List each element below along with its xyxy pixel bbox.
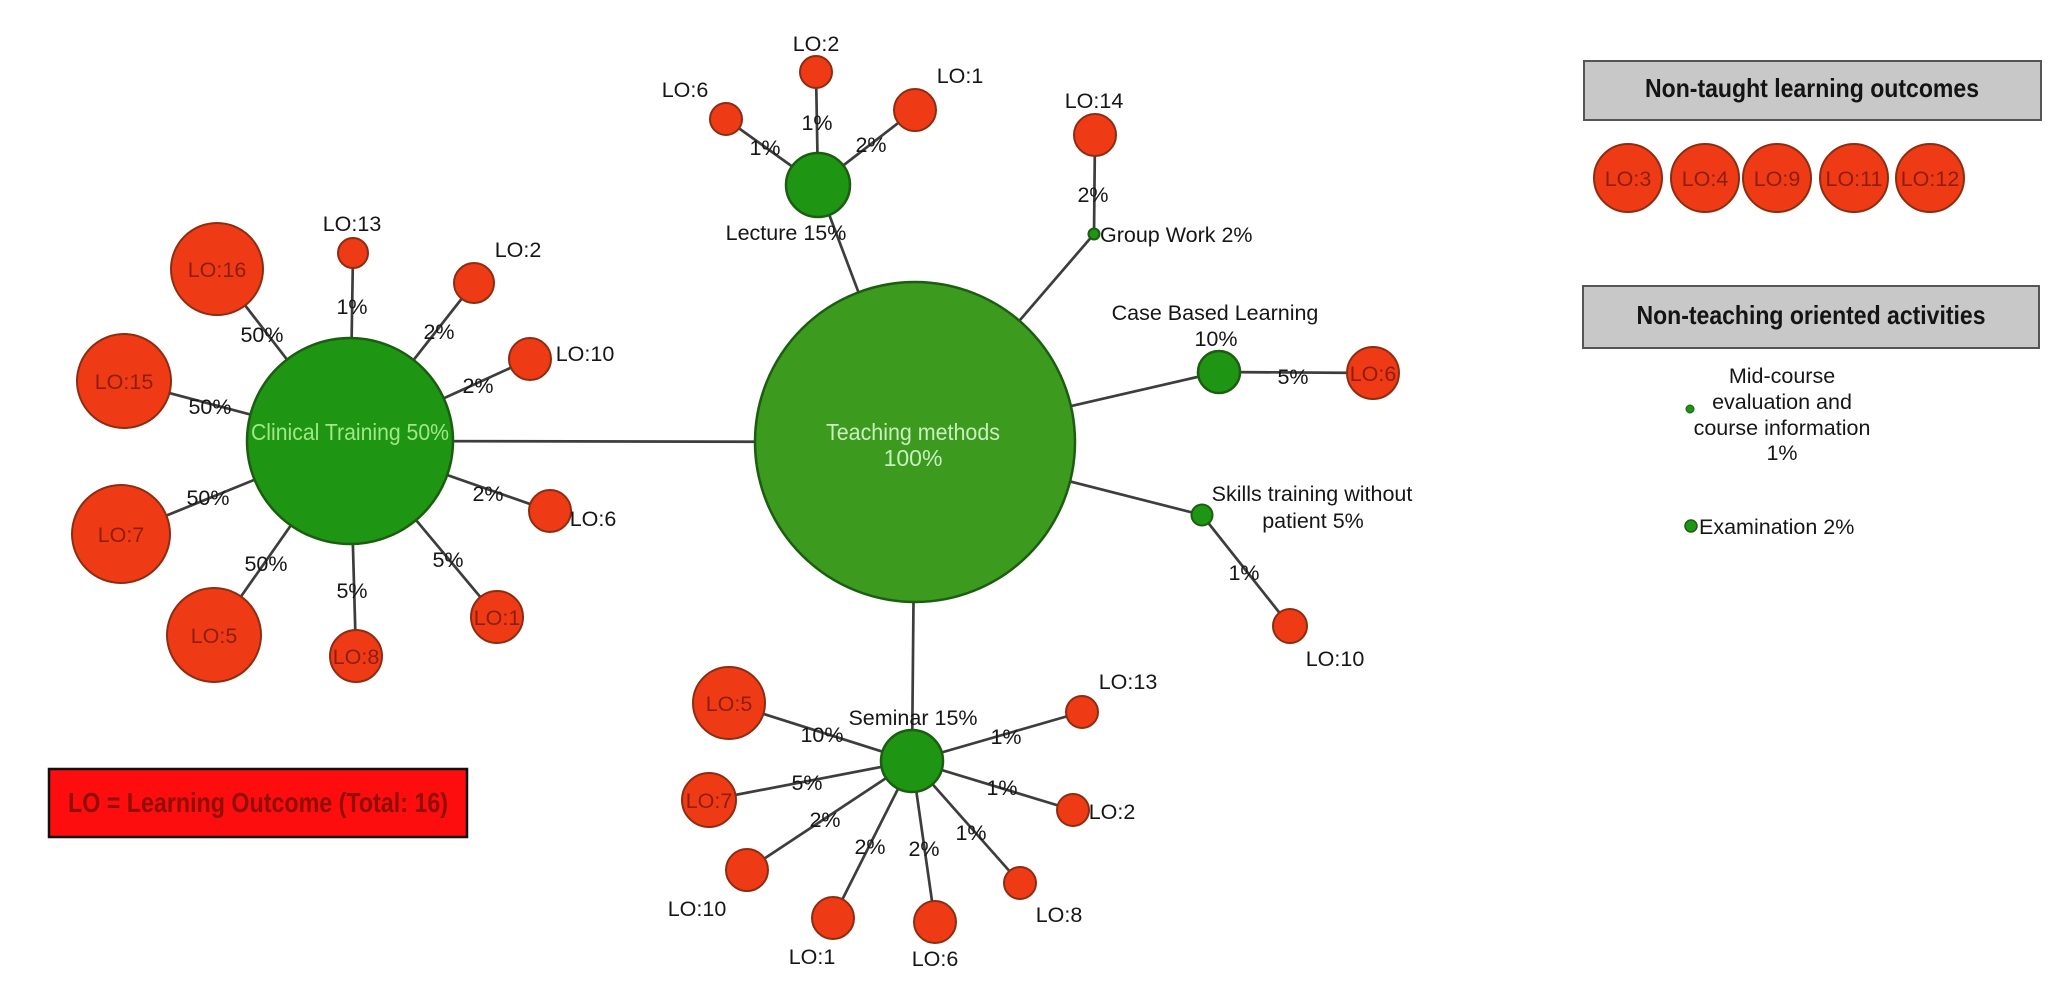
- svg-text:2%: 2%: [472, 482, 503, 506]
- svg-text:LO:6: LO:6: [912, 947, 959, 971]
- svg-text:Non-teaching oriented activiti: Non-teaching oriented activities: [1637, 300, 1986, 330]
- svg-text:LO:8: LO:8: [1036, 903, 1083, 927]
- svg-text:LO:5: LO:5: [191, 624, 238, 648]
- svg-text:LO:8: LO:8: [333, 645, 380, 669]
- svg-text:Lecture 15%: Lecture 15%: [726, 221, 847, 245]
- svg-text:LO:14: LO:14: [1065, 89, 1124, 113]
- svg-text:10%: 10%: [1194, 327, 1237, 351]
- svg-text:2%: 2%: [1077, 183, 1108, 207]
- svg-text:10%: 10%: [800, 723, 843, 747]
- svg-text:2%: 2%: [854, 835, 885, 859]
- svg-text:50%: 50%: [186, 486, 229, 510]
- svg-text:5%: 5%: [336, 579, 367, 603]
- svg-text:5%: 5%: [791, 771, 822, 795]
- svg-text:Seminar 15%: Seminar 15%: [848, 706, 977, 730]
- svg-text:Teaching methods: Teaching methods: [826, 419, 1000, 445]
- svg-text:LO:7: LO:7: [686, 789, 733, 813]
- svg-text:LO:2: LO:2: [1089, 800, 1136, 824]
- svg-text:evaluation and: evaluation and: [1712, 390, 1852, 414]
- svg-text:1%: 1%: [749, 136, 780, 160]
- svg-text:1%: 1%: [801, 111, 832, 135]
- svg-text:Group Work 2%: Group Work 2%: [1100, 223, 1253, 247]
- svg-text:Case Based Learning: Case Based Learning: [1112, 301, 1319, 325]
- svg-text:Examination 2%: Examination 2%: [1699, 515, 1854, 539]
- svg-text:LO:3: LO:3: [1605, 167, 1652, 191]
- svg-text:LO:10: LO:10: [668, 897, 727, 921]
- svg-text:2%: 2%: [908, 837, 939, 861]
- svg-text:LO:12: LO:12: [1901, 167, 1960, 191]
- svg-text:LO:2: LO:2: [793, 32, 840, 56]
- svg-text:LO:9: LO:9: [1754, 167, 1801, 191]
- svg-text:LO:1: LO:1: [474, 606, 521, 630]
- svg-text:5%: 5%: [1277, 365, 1308, 389]
- svg-text:50%: 50%: [188, 395, 231, 419]
- svg-text:patient 5%: patient 5%: [1262, 509, 1364, 533]
- svg-text:LO:6: LO:6: [662, 78, 709, 102]
- svg-text:50%: 50%: [240, 323, 283, 347]
- svg-text:2%: 2%: [423, 320, 454, 344]
- svg-text:2%: 2%: [809, 808, 840, 832]
- svg-text:Mid-course: Mid-course: [1729, 364, 1835, 388]
- svg-text:LO:6: LO:6: [1350, 362, 1397, 386]
- svg-text:LO:1: LO:1: [789, 945, 836, 969]
- svg-text:100%: 100%: [884, 445, 943, 471]
- svg-text:LO:2: LO:2: [495, 238, 542, 262]
- svg-text:1%: 1%: [1766, 441, 1797, 465]
- svg-text:Non-taught learning outcomes: Non-taught learning outcomes: [1645, 73, 1979, 103]
- svg-text:1%: 1%: [955, 821, 986, 845]
- svg-text:50%: 50%: [244, 552, 287, 576]
- svg-text:LO:11: LO:11: [1826, 167, 1883, 191]
- svg-text:LO:10: LO:10: [1306, 647, 1365, 671]
- svg-text:1%: 1%: [986, 776, 1017, 800]
- svg-text:1%: 1%: [1228, 561, 1259, 585]
- svg-text:Clinical Training 50%: Clinical Training 50%: [251, 419, 449, 445]
- svg-text:LO:10: LO:10: [556, 342, 615, 366]
- svg-text:LO = Learning Outcome (Total:: LO = Learning Outcome (Total: 16): [68, 787, 448, 818]
- svg-text:LO:13: LO:13: [323, 212, 382, 236]
- svg-text:LO:16: LO:16: [188, 258, 247, 282]
- svg-text:LO:7: LO:7: [98, 523, 145, 547]
- svg-text:1%: 1%: [990, 725, 1021, 749]
- svg-text:Skills training without: Skills training without: [1212, 482, 1413, 506]
- svg-text:5%: 5%: [432, 548, 463, 572]
- svg-text:LO:5: LO:5: [706, 692, 753, 716]
- svg-text:LO:6: LO:6: [570, 507, 617, 531]
- svg-text:LO:15: LO:15: [95, 370, 154, 394]
- svg-text:LO:13: LO:13: [1099, 670, 1158, 694]
- svg-text:1%: 1%: [336, 295, 367, 319]
- svg-text:2%: 2%: [462, 374, 493, 398]
- svg-text:2%: 2%: [855, 133, 886, 157]
- svg-text:LO:4: LO:4: [1682, 167, 1729, 191]
- svg-text:course information: course information: [1694, 416, 1871, 440]
- svg-text:LO:1: LO:1: [937, 64, 984, 88]
